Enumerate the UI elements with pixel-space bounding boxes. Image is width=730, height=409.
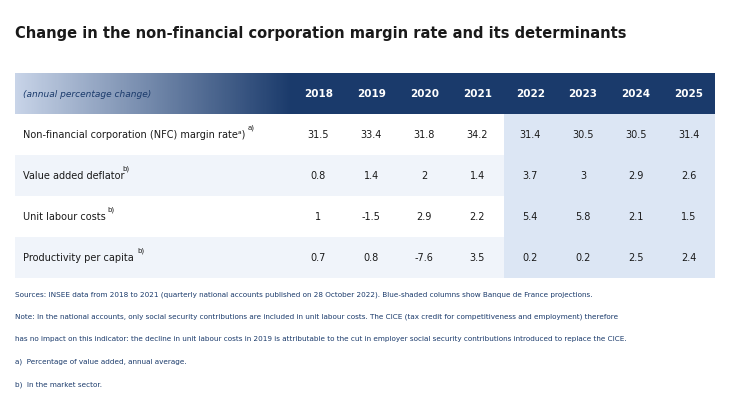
Text: 30.5: 30.5 [572, 130, 593, 140]
Text: 2022: 2022 [515, 89, 545, 99]
Text: 2018: 2018 [304, 89, 333, 99]
Text: Unit labour costs: Unit labour costs [23, 212, 106, 222]
Text: b): b) [108, 206, 115, 213]
Text: b): b) [123, 165, 130, 172]
Text: a)  Percentage of value added, annual average.: a) Percentage of value added, annual ave… [15, 358, 186, 364]
Text: 1: 1 [315, 212, 321, 222]
Text: 2024: 2024 [621, 89, 650, 99]
Text: 31.8: 31.8 [414, 130, 435, 140]
Text: 0.2: 0.2 [575, 253, 591, 263]
Text: 2.6: 2.6 [681, 171, 696, 181]
Text: 1.5: 1.5 [681, 212, 696, 222]
Text: Value added deflator: Value added deflator [23, 171, 124, 181]
Text: has no impact on this indicator: the decline in unit labour costs in 2019 is att: has no impact on this indicator: the dec… [15, 335, 626, 342]
Text: 2: 2 [421, 171, 428, 181]
Text: 31.5: 31.5 [308, 130, 329, 140]
Text: Note: In the national accounts, only social security contributions are included : Note: In the national accounts, only soc… [15, 313, 618, 319]
Text: 30.5: 30.5 [626, 130, 647, 140]
Text: 5.4: 5.4 [523, 212, 538, 222]
Text: 2019: 2019 [357, 89, 386, 99]
Text: b): b) [138, 247, 145, 254]
Text: 5.8: 5.8 [575, 212, 591, 222]
Text: Non-financial corporation (NFC) margin rateᵃ): Non-financial corporation (NFC) margin r… [23, 130, 245, 140]
Text: a): a) [247, 124, 255, 131]
Text: 2.1: 2.1 [629, 212, 644, 222]
Text: Productivity per capita: Productivity per capita [23, 253, 134, 263]
Text: (annual percentage change): (annual percentage change) [23, 90, 151, 99]
Text: 2023: 2023 [569, 89, 598, 99]
Text: 2.4: 2.4 [681, 253, 696, 263]
Text: -1.5: -1.5 [362, 212, 381, 222]
Text: 2020: 2020 [410, 89, 439, 99]
Text: b)  In the market sector.: b) In the market sector. [15, 380, 101, 387]
Text: Sources: INSEE data from 2018 to 2021 (quarterly national accounts published on : Sources: INSEE data from 2018 to 2021 (q… [15, 290, 592, 297]
Text: 0.7: 0.7 [311, 253, 326, 263]
Text: 33.4: 33.4 [361, 130, 382, 140]
Text: 1.4: 1.4 [469, 171, 485, 181]
Text: -7.6: -7.6 [415, 253, 434, 263]
Text: 0.8: 0.8 [364, 253, 379, 263]
Text: 1.4: 1.4 [364, 171, 379, 181]
Text: 31.4: 31.4 [678, 130, 699, 140]
Text: 2021: 2021 [463, 89, 492, 99]
Text: 2.2: 2.2 [469, 212, 485, 222]
Text: 2.9: 2.9 [417, 212, 432, 222]
Text: 2025: 2025 [675, 89, 704, 99]
Text: 3: 3 [580, 171, 586, 181]
Text: 2.5: 2.5 [629, 253, 644, 263]
Text: 2.9: 2.9 [629, 171, 644, 181]
Text: Change in the non-financial corporation margin rate and its determinants: Change in the non-financial corporation … [15, 26, 626, 41]
Text: 3.5: 3.5 [469, 253, 485, 263]
Text: 0.2: 0.2 [523, 253, 538, 263]
Text: 3.7: 3.7 [523, 171, 538, 181]
Text: 31.4: 31.4 [520, 130, 541, 140]
Text: 34.2: 34.2 [466, 130, 488, 140]
Text: 0.8: 0.8 [311, 171, 326, 181]
